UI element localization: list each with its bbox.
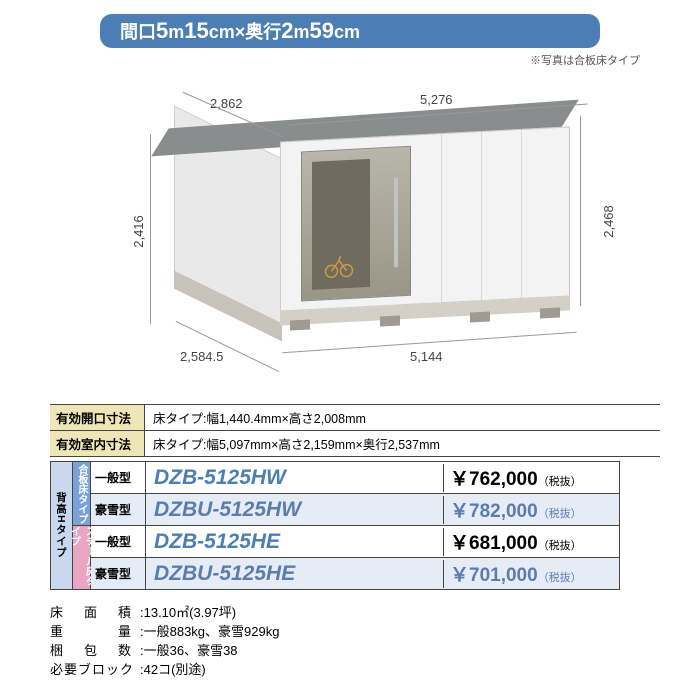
model-cell: DZB-5125HW [146, 464, 444, 492]
bottom-specs: 床 面 積:13.10㎡(3.97坪) 重 量:一般883kg、豪雪929kg … [50, 604, 660, 679]
dim-side-height: 2,416 [131, 215, 146, 248]
door-interior [312, 159, 370, 290]
spec-opening-row: 有効開口寸法 床タイプ:幅1,440.4mm×高さ2,008mm [50, 404, 660, 431]
model-cell: DZBU-5125HE [146, 560, 444, 588]
shed-illustration [180, 134, 560, 324]
price-cell: ￥782,000（税抜） [444, 494, 619, 525]
dim-roof-width: 5,276 [420, 92, 453, 107]
weight-line: 重 量:一般883kg、豪雪929kg [50, 623, 660, 642]
shed-door [301, 146, 411, 302]
floor-type-column: 合板床タイプ スチール床タイプ [73, 462, 91, 589]
type-cell: 豪雪型 [91, 494, 146, 525]
floor-steel: スチール床タイプ [73, 526, 90, 589]
photo-note: ※写真は合板床タイプ [40, 52, 640, 68]
model-row: 豪雪型 DZBU-5125HW ￥782,000（税抜） [91, 494, 619, 526]
blocks-line: 必要ブロック:42コ(別途) [50, 661, 660, 680]
door-handle [394, 177, 398, 267]
price-cell: ￥762,000（税抜） [444, 462, 619, 493]
dim-base-width: 5,144 [410, 349, 443, 364]
model-cell: DZBU-5125HW [146, 496, 444, 524]
model-table: 背高Hタイプ 合板床タイプ スチール床タイプ 一般型 DZB-5125HW ￥7… [50, 461, 620, 590]
spec-opening-label: 有効開口寸法 [50, 405, 145, 430]
dim-roof-depth: 2,862 [210, 96, 243, 111]
foot [290, 319, 310, 330]
floor-area-line: 床 面 積:13.10㎡(3.97坪) [50, 604, 660, 623]
banner-m-unit: m [168, 22, 184, 42]
model-row: 豪雪型 DZBU-5125HE ￥701,000（税抜） [91, 558, 619, 589]
banner-depth-label: 奥行 [245, 22, 281, 42]
bicycle-icon [324, 248, 354, 280]
price-cell: ￥701,000（税抜） [444, 558, 619, 589]
banner-prefix: 間口 [120, 22, 156, 42]
spec-opening-value: 床タイプ:幅1,440.4mm×高さ2,008mm [145, 405, 374, 430]
banner-width-m: 5 [156, 18, 168, 43]
dim-base-depth: 2,584.5 [180, 349, 223, 364]
spec-interior-label: 有効室内寸法 [50, 431, 145, 456]
type-cell: 豪雪型 [91, 558, 146, 589]
banner-depth-m: 2 [281, 18, 293, 43]
spec-interior-value: 床タイプ:幅5,097mm×高さ2,159mm×奥行2,537mm [145, 431, 448, 456]
banner-cm-unit: cm [209, 22, 235, 42]
floor-plywood: 合板床タイプ [73, 462, 90, 526]
spec-interior-row: 有効室内寸法 床タイプ:幅5,097mm×高さ2,159mm×奥行2,537mm [50, 431, 660, 457]
foot [380, 315, 400, 326]
price-cell: ￥681,000（税抜） [444, 526, 619, 557]
banner-depth-cm: 59 [310, 18, 334, 43]
model-row: 一般型 DZB-5125HW ￥762,000（税抜） [91, 462, 619, 494]
type-cell: 一般型 [91, 462, 146, 493]
banner-width-cm: 15 [184, 18, 208, 43]
package-line: 梱 包 数:一般36、豪雪38 [50, 642, 660, 661]
foot [540, 307, 560, 318]
type-cell: 一般型 [91, 526, 146, 557]
model-rows: 一般型 DZB-5125HW ￥762,000（税抜） 豪雪型 DZBU-512… [91, 462, 619, 589]
banner-x: × [235, 22, 246, 42]
model-cell: DZB-5125HE [146, 528, 444, 556]
dim-front-height: 2,468 [601, 205, 616, 238]
size-banner: 間口5m15cm×奥行2m59cm [100, 14, 600, 48]
banner-depth-m-unit: m [294, 22, 310, 42]
shed-front [280, 126, 570, 311]
foot [470, 311, 490, 322]
model-row: 一般型 DZB-5125HE ￥681,000（税抜） [91, 526, 619, 558]
banner-depth-cm-unit: cm [334, 22, 360, 42]
shed-diagram: 2,862 5,276 2,416 2,468 2,584.5 5,144 [70, 74, 630, 364]
